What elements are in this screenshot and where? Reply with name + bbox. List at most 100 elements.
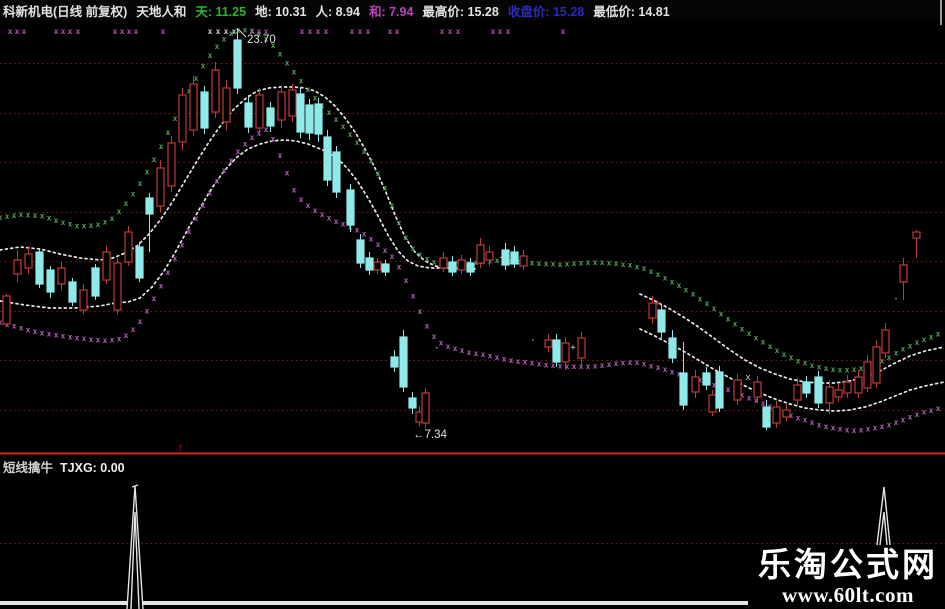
candle bbox=[863, 361, 872, 389]
svg-text:x: x bbox=[621, 260, 626, 269]
svg-text:x: x bbox=[120, 27, 125, 36]
svg-text:x: x bbox=[649, 267, 654, 276]
svg-text:x: x bbox=[586, 362, 591, 371]
svg-text:x: x bbox=[324, 27, 329, 36]
svg-text:x: x bbox=[117, 207, 122, 216]
candle bbox=[390, 356, 399, 368]
svg-text:x: x bbox=[789, 411, 794, 420]
candle bbox=[762, 406, 771, 428]
candle bbox=[802, 381, 811, 394]
svg-text:x: x bbox=[677, 281, 682, 290]
svg-text:x: x bbox=[852, 426, 857, 435]
svg-text:x: x bbox=[614, 359, 619, 368]
svg-text:x: x bbox=[561, 27, 566, 36]
svg-text:x: x bbox=[54, 330, 59, 339]
candle bbox=[323, 136, 332, 181]
svg-text:x: x bbox=[440, 27, 445, 36]
svg-text:x: x bbox=[222, 166, 227, 175]
svg-text:x: x bbox=[796, 413, 801, 422]
svg-text:x: x bbox=[523, 358, 528, 367]
candle bbox=[135, 246, 144, 279]
svg-text:x: x bbox=[663, 274, 668, 283]
svg-text:x: x bbox=[509, 356, 514, 365]
svg-text:x: x bbox=[369, 157, 374, 166]
candle bbox=[35, 251, 44, 285]
svg-text:x: x bbox=[388, 27, 393, 36]
candle bbox=[102, 251, 111, 281]
svg-text:x: x bbox=[670, 277, 675, 286]
svg-text:x: x bbox=[579, 258, 584, 267]
svg-text:+: + bbox=[570, 343, 576, 353]
svg-text:x: x bbox=[859, 364, 864, 373]
svg-text:x: x bbox=[502, 355, 507, 364]
indicator-value: TJXG: 0.00 bbox=[60, 461, 125, 475]
candle bbox=[288, 89, 297, 117]
svg-text:x: x bbox=[726, 385, 731, 394]
svg-text:x: x bbox=[201, 62, 206, 71]
svg-text:x: x bbox=[491, 27, 496, 36]
candle bbox=[679, 372, 688, 406]
svg-text:x: x bbox=[698, 294, 703, 303]
svg-text:x: x bbox=[40, 328, 45, 337]
svg-text:x: x bbox=[936, 330, 941, 339]
svg-text:x: x bbox=[54, 216, 59, 225]
svg-text:x: x bbox=[327, 108, 332, 117]
svg-text:x: x bbox=[628, 261, 633, 270]
candle bbox=[113, 262, 122, 311]
svg-text:x: x bbox=[33, 211, 38, 220]
svg-text:x: x bbox=[47, 330, 52, 339]
svg-text:x: x bbox=[208, 51, 213, 60]
svg-text:x: x bbox=[26, 325, 31, 334]
svg-text:x: x bbox=[250, 27, 255, 36]
white-band-layer bbox=[0, 86, 945, 412]
svg-text:x: x bbox=[453, 344, 458, 353]
svg-text:x: x bbox=[796, 356, 801, 365]
candle bbox=[91, 267, 100, 297]
svg-text:x: x bbox=[19, 324, 24, 333]
candle bbox=[899, 264, 908, 283]
svg-text:x: x bbox=[425, 321, 430, 330]
svg-text:x: x bbox=[768, 342, 773, 351]
svg-text:x: x bbox=[355, 138, 360, 147]
candle bbox=[189, 83, 198, 131]
candle bbox=[753, 381, 762, 398]
svg-text:x: x bbox=[68, 220, 73, 229]
svg-text:x: x bbox=[530, 358, 535, 367]
svg-text:x: x bbox=[712, 380, 717, 389]
svg-text:x: x bbox=[481, 350, 486, 359]
svg-text:x: x bbox=[740, 324, 745, 333]
svg-text:x: x bbox=[894, 418, 899, 427]
candle bbox=[124, 231, 133, 263]
svg-text:x: x bbox=[845, 366, 850, 375]
svg-text:x: x bbox=[586, 258, 591, 267]
svg-text:x: x bbox=[607, 360, 612, 369]
svg-text:x: x bbox=[572, 259, 577, 268]
svg-text:x: x bbox=[579, 362, 584, 371]
svg-text:x: x bbox=[264, 35, 269, 44]
svg-text:x: x bbox=[866, 425, 871, 434]
candle bbox=[733, 379, 742, 401]
candle bbox=[381, 263, 390, 273]
svg-text:x: x bbox=[628, 358, 633, 367]
candle bbox=[79, 289, 88, 311]
svg-text:x: x bbox=[432, 257, 437, 266]
candle bbox=[296, 93, 305, 133]
svg-text:x: x bbox=[411, 291, 416, 300]
svg-text:x: x bbox=[117, 335, 122, 344]
svg-text:x: x bbox=[278, 50, 283, 59]
svg-text:x: x bbox=[498, 27, 503, 36]
svg-text:x: x bbox=[775, 346, 780, 355]
candle bbox=[68, 281, 77, 303]
candle bbox=[843, 381, 852, 394]
candle bbox=[244, 102, 253, 128]
svg-text:x: x bbox=[215, 177, 220, 186]
candle bbox=[24, 253, 33, 269]
svg-text:x: x bbox=[726, 314, 731, 323]
svg-text:x: x bbox=[194, 214, 199, 223]
svg-text:x: x bbox=[901, 416, 906, 425]
candle bbox=[881, 329, 890, 354]
svg-text:x: x bbox=[551, 361, 556, 370]
svg-text:x: x bbox=[257, 30, 262, 39]
